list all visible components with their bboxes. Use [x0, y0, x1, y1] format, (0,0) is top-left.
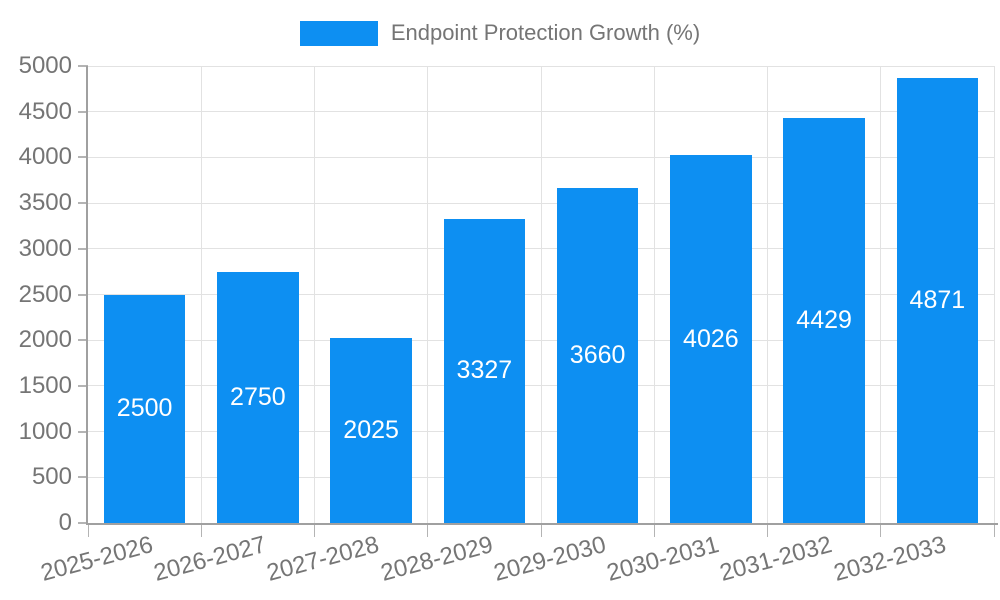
y-tick: [78, 339, 88, 342]
x-gridline: [993, 66, 995, 523]
bar: 3327: [443, 218, 526, 523]
x-gridline: [653, 66, 655, 523]
y-tick-label: 5000: [18, 52, 72, 79]
x-gridline: [540, 66, 542, 523]
y-tick: [78, 384, 88, 387]
y-tick: [78, 247, 88, 250]
bar-value-label: 4026: [683, 324, 739, 353]
x-tick-label: 2032-2033: [830, 531, 949, 587]
bar-value-label: 2025: [343, 415, 399, 444]
y-tick: [78, 202, 88, 205]
x-tick: [767, 525, 768, 537]
bar-value-label: 2750: [230, 382, 286, 411]
x-tick: [653, 525, 655, 537]
y-tick-label: 1000: [18, 417, 72, 445]
x-gridline: [314, 66, 315, 523]
y-tick-label: 1500: [18, 371, 72, 399]
x-tick-label: 2031-2032: [717, 531, 836, 587]
x-tick: [87, 525, 89, 537]
y-tick: [78, 65, 88, 67]
bar: 4871: [896, 77, 979, 523]
y-tick-label: 4500: [18, 97, 72, 125]
bar: 3660: [556, 188, 639, 523]
x-gridline: [880, 66, 882, 523]
y-tick: [78, 476, 88, 479]
x-tick-label: 2026-2027: [151, 531, 269, 587]
bar: 4026: [670, 155, 752, 523]
x-tick: [540, 525, 542, 537]
x-tick: [314, 525, 315, 537]
y-axis-line: [86, 66, 88, 525]
x-tick-label: 2027-2028: [264, 531, 383, 587]
x-axis-line: [88, 523, 998, 525]
bar: 2750: [217, 271, 299, 523]
y-tick-label: 3000: [18, 234, 72, 262]
x-tick: [200, 525, 202, 537]
y-tick-label: 3500: [18, 189, 72, 217]
x-tick-label: 2030-2031: [604, 531, 722, 587]
y-tick: [78, 430, 88, 433]
x-tick: [427, 525, 429, 537]
bar: 2025: [330, 337, 412, 523]
bar-value-label: 3327: [456, 356, 513, 385]
bar-value-label: 2500: [116, 394, 173, 423]
bar: 2500: [103, 294, 186, 523]
y-tick-label: 500: [31, 463, 72, 491]
y-tick: [78, 522, 88, 524]
x-tick-label: 2025-2026: [37, 531, 156, 587]
y-tick-label: 0: [58, 509, 72, 536]
x-gridline: [427, 66, 429, 523]
x-gridline: [767, 66, 768, 523]
y-tick: [78, 156, 88, 159]
x-tick-label: 2028-2029: [377, 531, 496, 587]
y-tick-label: 2500: [18, 280, 72, 308]
y-tick: [78, 110, 88, 113]
bar: 4429: [783, 118, 865, 523]
bar-value-label: 4429: [796, 306, 852, 335]
bar-value-label: 4871: [909, 285, 966, 314]
y-tick-label: 2000: [18, 326, 72, 354]
y-tick-label: 4000: [18, 143, 72, 171]
x-tick: [880, 525, 882, 537]
x-gridline: [200, 66, 202, 523]
bar-value-label: 3660: [569, 341, 626, 370]
y-tick: [78, 293, 88, 296]
x-tick: [993, 525, 995, 537]
x-tick-label: 2029-2030: [490, 531, 609, 587]
